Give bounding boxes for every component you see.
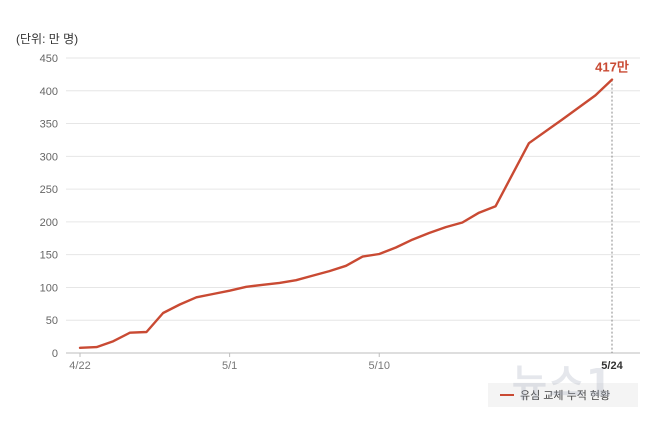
y-tick-label: 300 <box>40 151 58 163</box>
legend-label: 유심 교체 누적 현황 <box>520 390 611 402</box>
x-tick-label: 5/1 <box>222 360 237 372</box>
end-value-label: 417만 <box>595 60 629 75</box>
unit-label: (단위: 만 명) <box>16 32 79 46</box>
y-tick-label: 200 <box>40 217 58 229</box>
y-tick-label: 400 <box>40 86 58 98</box>
x-end-label: 5/24 <box>601 360 623 372</box>
y-tick-label: 100 <box>40 282 58 294</box>
y-tick-label: 450 <box>40 53 58 65</box>
x-tick-label: 4/22 <box>69 360 90 372</box>
y-tick-label: 250 <box>40 184 58 196</box>
y-tick-label: 50 <box>46 315 58 327</box>
y-tick-label: 350 <box>40 119 58 131</box>
x-tick-label: 5/10 <box>369 360 390 372</box>
y-tick-label: 150 <box>40 250 58 262</box>
legend: 유심 교체 누적 현황 <box>488 383 638 407</box>
legend-swatch <box>500 394 514 396</box>
news1-watermark: 뉴스1 <box>512 361 615 405</box>
y-tick-label: 0 <box>52 348 58 360</box>
series-line <box>78 78 614 349</box>
